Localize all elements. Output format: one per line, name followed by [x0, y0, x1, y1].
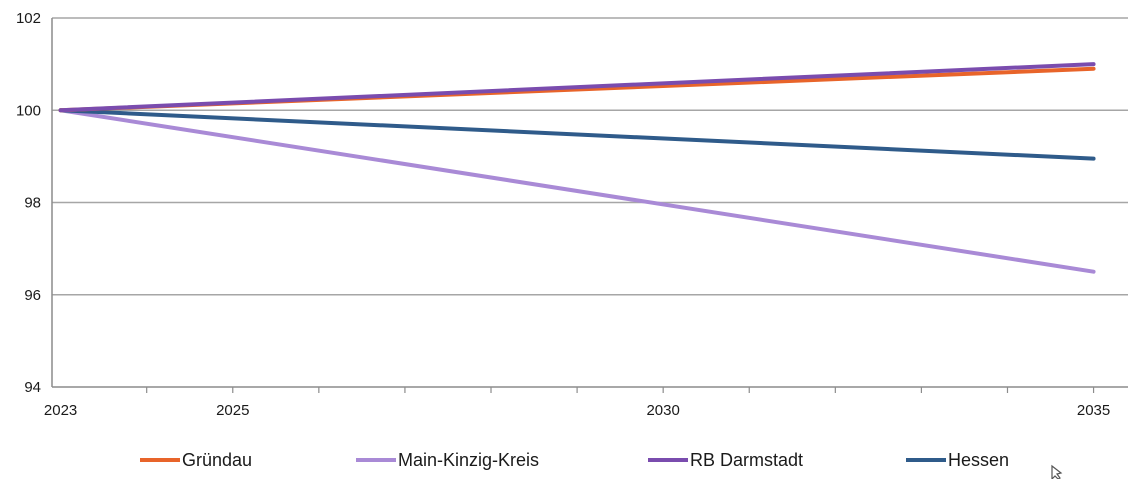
legend-label: Hessen	[948, 450, 1009, 470]
x-tick-label: 2030	[646, 402, 679, 419]
x-tick-label: 2035	[1077, 402, 1110, 419]
y-tick-label: 98	[24, 195, 41, 212]
grid-lines	[52, 17, 1128, 296]
axes: 94 96 98 100 102 2023 2025 2030 2035	[16, 10, 1128, 419]
series-line-hessen	[58, 108, 1096, 161]
x-tick-label: 2023	[44, 402, 77, 419]
legend-item: RB Darmstadt	[648, 450, 803, 470]
series-line-main-kinzig-kreis	[58, 108, 1096, 274]
mouse-pointer-icon	[1051, 464, 1063, 481]
mouse-pointer-icon	[1051, 464, 1063, 481]
legend: Gründau Main-Kinzig-Kreis RB Darmstadt Hess…	[140, 450, 1009, 470]
legend-label: RB Darmstadt	[690, 450, 803, 470]
x-tick-label: 2025	[216, 402, 249, 419]
legend-label: Main-Kinzig-Kreis	[398, 450, 539, 470]
legend-item: Main-Kinzig-Kreis	[356, 450, 539, 470]
y-tick-label: 94	[24, 379, 41, 396]
legend-item: Gründau	[140, 450, 252, 470]
y-tick-label: 102	[16, 10, 41, 27]
legend-label: Gründau	[182, 450, 252, 470]
y-tick-label: 100	[16, 102, 41, 119]
series-line-rb-darmstadt	[58, 62, 1096, 113]
series-lines	[58, 62, 1096, 274]
y-tick-label: 96	[24, 287, 41, 304]
legend-item: Hessen	[906, 450, 1009, 470]
